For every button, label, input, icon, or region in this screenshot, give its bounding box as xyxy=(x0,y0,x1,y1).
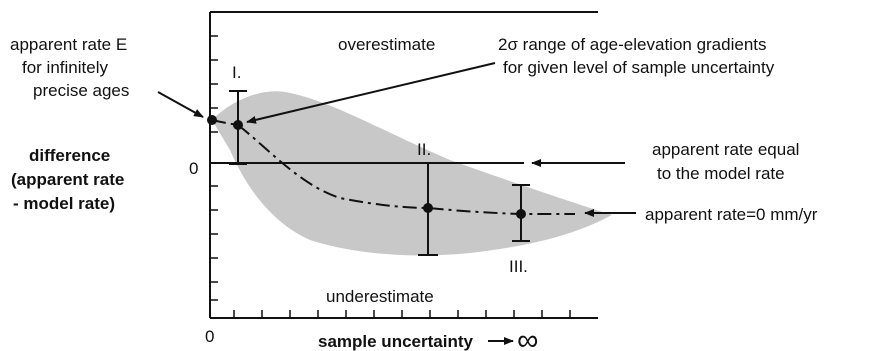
x-zero-label: 0 xyxy=(205,327,214,346)
overestimate-label: overestimate xyxy=(338,35,435,54)
left-note-line1: apparent rate E xyxy=(10,35,127,54)
x-ticks xyxy=(233,310,571,318)
y-zero-label: 0 xyxy=(189,159,198,178)
arrow-left-note xyxy=(157,91,204,118)
point-e xyxy=(207,115,217,125)
y-ticks xyxy=(210,35,218,301)
point-2 xyxy=(423,203,433,213)
left-note-line3: precise ages xyxy=(33,81,129,100)
point-1 xyxy=(233,120,243,130)
equal-note-line2: to the model rate xyxy=(657,164,785,183)
y-axis-title-line1: difference xyxy=(29,146,110,165)
infinity-symbol: ∞ xyxy=(517,324,538,351)
y-axis-title-line3: - model rate) xyxy=(13,194,115,213)
mean-curve xyxy=(211,119,575,215)
point-label-2: II. xyxy=(417,140,431,159)
sigma-note-line1: 2σ range of age-elevation gradients xyxy=(498,35,767,54)
point-label-3: III. xyxy=(509,257,528,276)
y-axis-title-line2: (apparent rate xyxy=(11,170,124,189)
point-label-1: I. xyxy=(232,63,241,82)
zero-rate-note: apparent rate=0 mm/yr xyxy=(645,205,818,224)
sigma-note-line2: for given level of sample uncertainty xyxy=(503,58,775,77)
equal-note-line1: apparent rate equal xyxy=(652,140,799,159)
x-axis-title: sample uncertainty xyxy=(318,332,473,351)
point-3 xyxy=(516,209,526,219)
arrow-sigma xyxy=(246,62,496,124)
underestimate-label: underestimate xyxy=(326,287,434,306)
left-note-line2: for infinitely xyxy=(22,58,108,77)
